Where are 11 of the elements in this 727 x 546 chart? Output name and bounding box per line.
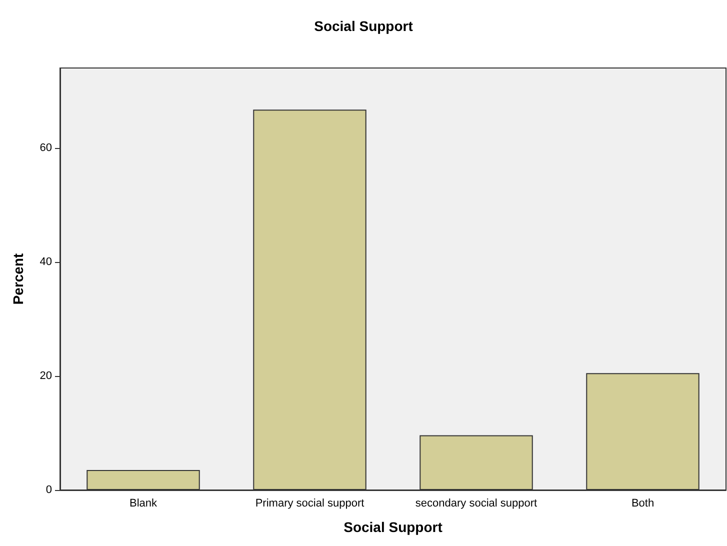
x-tick-label: secondary social support [415, 498, 538, 510]
y-tick-label: 20 [40, 370, 52, 382]
y-axis-title: Percent [10, 252, 26, 305]
chart-title: Social Support [314, 18, 414, 34]
x-tick-label: Blank [129, 498, 158, 510]
x-tick-label: Both [631, 498, 654, 510]
y-tick-label: 40 [40, 256, 52, 268]
x-axis-title: Social Support [344, 519, 443, 535]
y-tick-label: 60 [40, 142, 52, 154]
y-tick-label: 0 [46, 484, 52, 496]
x-tick-label: Primary social support [255, 498, 364, 510]
